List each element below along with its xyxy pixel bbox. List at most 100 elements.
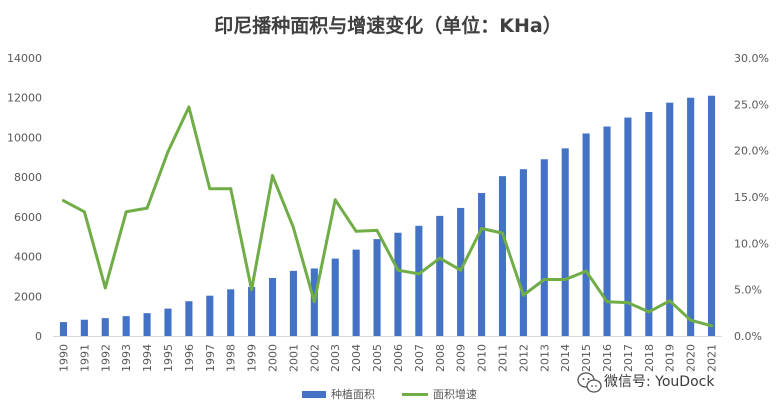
line-point xyxy=(689,318,693,322)
axes: 0 2000 4000 6000 8000 10000 12000 14000 0.0% 5.0%… xyxy=(7,52,769,372)
x-tick-label: 2014 xyxy=(559,344,572,372)
line-point xyxy=(542,277,546,281)
line-point xyxy=(82,210,86,214)
x-tick-label: 2000 xyxy=(267,344,280,372)
legend-swatch-bars xyxy=(302,391,326,398)
bar xyxy=(122,316,130,336)
x-tick-label: 2007 xyxy=(413,344,426,372)
line-point xyxy=(626,301,630,305)
bar xyxy=(478,193,486,336)
bar xyxy=(227,289,235,336)
x-tick-label: 2016 xyxy=(601,344,614,372)
x-tick-label: 1994 xyxy=(141,344,154,372)
x-tick-label: 1992 xyxy=(99,344,112,372)
line-point xyxy=(647,310,651,314)
bar xyxy=(540,159,548,336)
bar xyxy=(289,270,297,336)
bar xyxy=(624,117,632,336)
y-right-tick-label: 5.0% xyxy=(734,284,762,297)
bar xyxy=(143,313,151,336)
x-tick-label: 2018 xyxy=(643,344,656,372)
line-point xyxy=(668,299,672,303)
x-tick-label: 1999 xyxy=(246,344,259,372)
line-point xyxy=(291,226,295,230)
line-point xyxy=(584,269,588,273)
line-point xyxy=(354,229,358,233)
bar xyxy=(268,278,277,336)
bar xyxy=(687,97,695,336)
y-left-tick-label: 12000 xyxy=(7,92,42,105)
x-tick-label: 1998 xyxy=(225,344,238,372)
line-series xyxy=(61,105,714,328)
bar xyxy=(457,207,465,336)
bar xyxy=(582,133,590,336)
x-tick-label: 2019 xyxy=(664,344,677,372)
watermark-text: 微信号: YouDock xyxy=(604,374,715,390)
x-tick-label: 2013 xyxy=(538,344,551,372)
wechat-icon xyxy=(577,372,602,393)
x-tick-label: 2010 xyxy=(476,344,489,372)
bar xyxy=(707,95,716,336)
x-tick-label: 1995 xyxy=(162,344,175,372)
x-tick-label: 1990 xyxy=(57,344,70,372)
y-right-tick-label: 0.0% xyxy=(734,330,762,343)
bar xyxy=(331,258,339,336)
line-point xyxy=(417,272,421,276)
bar xyxy=(101,318,109,336)
line-point xyxy=(438,256,442,260)
bar xyxy=(561,148,569,336)
bar xyxy=(164,308,172,336)
x-tick-label: 2021 xyxy=(706,344,719,372)
x-tick-label: 2001 xyxy=(287,344,300,372)
x-tick-label: 2012 xyxy=(517,344,530,372)
x-tick-label: 2009 xyxy=(455,344,468,372)
x-tick-label: 1996 xyxy=(183,344,196,372)
bar xyxy=(645,112,653,336)
bar xyxy=(185,301,193,336)
line-point xyxy=(396,268,400,272)
y-left-tick-label: 14000 xyxy=(7,52,42,65)
line-point xyxy=(500,231,504,235)
line-point xyxy=(605,300,609,304)
x-tick-label: 2011 xyxy=(496,344,509,372)
y-right-tick-label: 20.0% xyxy=(734,145,769,158)
legend-label-bars: 种植面积 xyxy=(331,387,375,401)
x-tick-label: 1997 xyxy=(204,344,217,372)
growth-line xyxy=(62,105,713,328)
bar xyxy=(519,169,527,336)
line-point xyxy=(710,324,714,328)
bar xyxy=(394,232,402,336)
bar xyxy=(498,176,507,336)
chart-title: 印尼播种面积与增速变化（单位：KHa） xyxy=(214,14,561,37)
bar xyxy=(352,249,360,336)
bar xyxy=(206,295,214,336)
y-left-tick-label: 4000 xyxy=(14,251,42,264)
x-tick-label: 2005 xyxy=(371,344,384,372)
line-point xyxy=(145,206,149,210)
line-point xyxy=(480,227,484,231)
line-point xyxy=(459,268,463,272)
line-point xyxy=(208,187,212,191)
bar xyxy=(373,239,381,336)
line-point xyxy=(187,105,191,109)
legend-label-line: 面积增速 xyxy=(433,387,477,401)
bar xyxy=(666,102,674,336)
x-tick-label: 2002 xyxy=(308,344,321,372)
y-left-tick-label: 6000 xyxy=(14,211,42,224)
line-point xyxy=(333,198,337,202)
line-point xyxy=(166,150,170,154)
bar xyxy=(59,322,68,336)
bar xyxy=(415,225,423,336)
line-point xyxy=(271,174,275,178)
x-tick-label: 2003 xyxy=(329,344,342,372)
line-point xyxy=(103,286,107,290)
line-point xyxy=(563,277,567,281)
y-left-tick-label: 8000 xyxy=(14,171,42,184)
bar xyxy=(436,215,444,336)
x-tick-label: 2015 xyxy=(580,344,593,372)
y-right-tick-label: 10.0% xyxy=(734,237,769,250)
y-right-tick-label: 25.0% xyxy=(734,98,769,111)
line-point xyxy=(521,293,525,297)
x-tick-label: 2008 xyxy=(434,344,447,372)
